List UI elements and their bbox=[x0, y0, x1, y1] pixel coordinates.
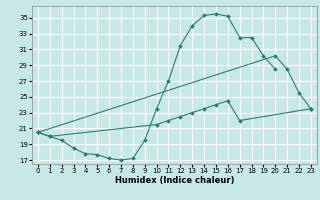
X-axis label: Humidex (Indice chaleur): Humidex (Indice chaleur) bbox=[115, 176, 234, 185]
